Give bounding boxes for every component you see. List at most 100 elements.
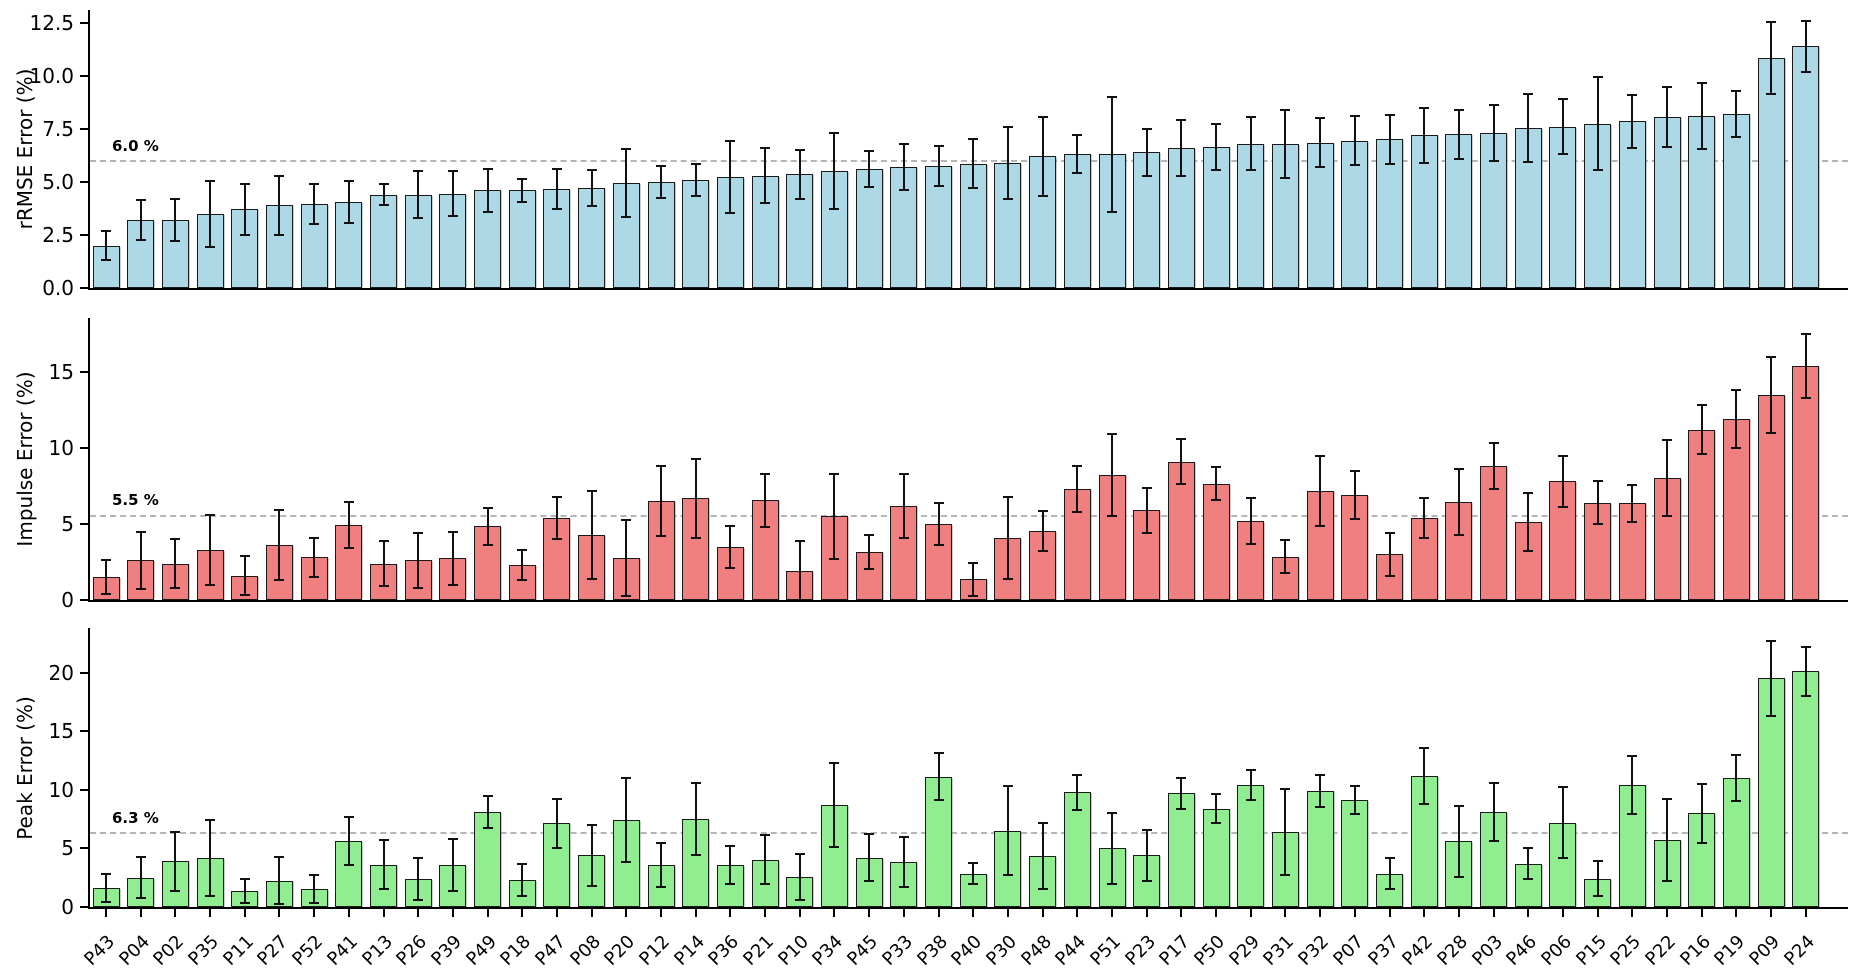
error-cap-top [135,856,146,859]
error-cap-top [205,513,216,516]
error-cap-bottom [1731,446,1742,449]
error-cap-bottom [1627,520,1638,523]
error-bar-P17-impulse [1180,438,1183,485]
error-bar-P02-impulse [174,539,177,588]
error-cap-bottom [274,579,285,582]
x-tick-mark [972,909,975,917]
x-tick-mark [1041,909,1044,917]
error-bar-P30-rrmse [1006,126,1009,199]
error-bar-P18-peak [521,863,524,897]
x-tick-mark [1284,909,1287,917]
error-cap-top [1349,469,1360,472]
error-cap-top [1696,82,1707,85]
error-cap-top [1280,787,1291,790]
error-cap-bottom [1107,210,1117,213]
error-cap-bottom [205,245,216,248]
error-cap-top [968,561,979,564]
error-cap-bottom [656,535,667,538]
error-bar-P32-peak [1319,774,1322,808]
error-cap-top [1800,19,1811,22]
error-cap-bottom [1453,157,1464,160]
error-bar-P22-impulse [1666,439,1669,516]
error-cap-top [1315,773,1326,776]
error-bar-P45-peak [868,834,871,882]
error-cap-top [551,797,562,800]
error-cap-top [447,170,458,173]
error-bar-P08-rrmse [590,170,593,207]
error-cap-top [135,198,146,201]
error-cap-top [760,472,771,475]
error-cap-top [309,183,320,185]
error-cap-bottom [1557,856,1568,859]
error-bar-P51-rrmse [1111,97,1113,212]
error-bar-P20-peak [625,778,628,863]
error-bar-P12-impulse [660,466,663,537]
error-bar-P04-peak [139,857,142,899]
error-cap-top [1037,116,1048,119]
error-cap-top [690,457,701,460]
error-cap-top [1211,122,1222,125]
bar-P13-rrmse [370,194,398,288]
error-cap-bottom [1453,875,1464,878]
error-cap-bottom [413,898,424,901]
x-tick-mark [1561,909,1564,917]
threshold-label-impulse: 5.5 % [112,491,159,509]
x-tick-mark [1527,909,1530,917]
error-cap-top [1245,116,1256,119]
error-cap-bottom [690,536,701,539]
error-cap-top [1662,798,1673,801]
error-bar-P07-rrmse [1353,116,1356,165]
error-cap-top [309,873,320,876]
error-bar-P31-impulse [1284,539,1287,574]
error-cap-top [725,524,736,527]
error-bar-P28-peak [1457,806,1460,877]
error-cap-bottom [1696,453,1707,456]
error-cap-bottom [760,883,771,886]
error-cap-bottom [725,567,736,570]
error-cap-top [898,472,909,475]
bar-P44-peak [1063,792,1091,907]
error-cap-top [1349,115,1360,118]
error-cap-bottom [864,186,875,189]
y-tick-mark [80,847,88,850]
error-cap-top [517,548,528,551]
error-cap-bottom [1315,166,1326,169]
error-cap-bottom [517,201,528,204]
error-cap-top [586,489,597,492]
error-cap-bottom [1107,882,1117,885]
error-bar-P21-rrmse [764,147,767,204]
x-tick-mark [1111,909,1113,917]
x-tick-mark [1666,909,1669,917]
error-cap-bottom [1280,572,1291,575]
error-cap-bottom [1037,194,1048,197]
error-cap-bottom [447,583,458,586]
error-cap-bottom [205,895,216,898]
y-tick-mark [80,522,88,525]
error-cap-top [274,509,285,512]
error-cap-top [413,532,424,535]
error-cap-top [1731,89,1742,92]
error-cap-top [829,761,840,764]
error-cap-top [551,168,562,171]
error-cap-bottom [1627,813,1638,816]
error-cap-top [586,169,597,172]
error-bar-P23-impulse [1145,487,1148,534]
error-cap-top [1037,510,1048,513]
error-cap-top [1176,437,1187,440]
x-tick-mark [729,909,732,917]
y-tick-label: 0 [61,895,74,919]
y-tick-label: 7.5 [42,116,74,141]
bar-P31-rrmse [1271,143,1299,288]
error-bar-P42-impulse [1423,498,1426,538]
error-bar-P33-peak [902,836,905,888]
y-axis-label-impulse: Impulse Error (%) [13,371,37,547]
error-cap-top [760,833,771,836]
error-cap-bottom [725,211,736,214]
bar-P44-rrmse [1063,154,1091,288]
error-cap-top [101,873,111,876]
error-cap-top [1245,497,1256,500]
error-cap-top [1176,777,1187,780]
error-bar-P14-rrmse [694,163,697,196]
x-tick-mark [451,909,454,917]
